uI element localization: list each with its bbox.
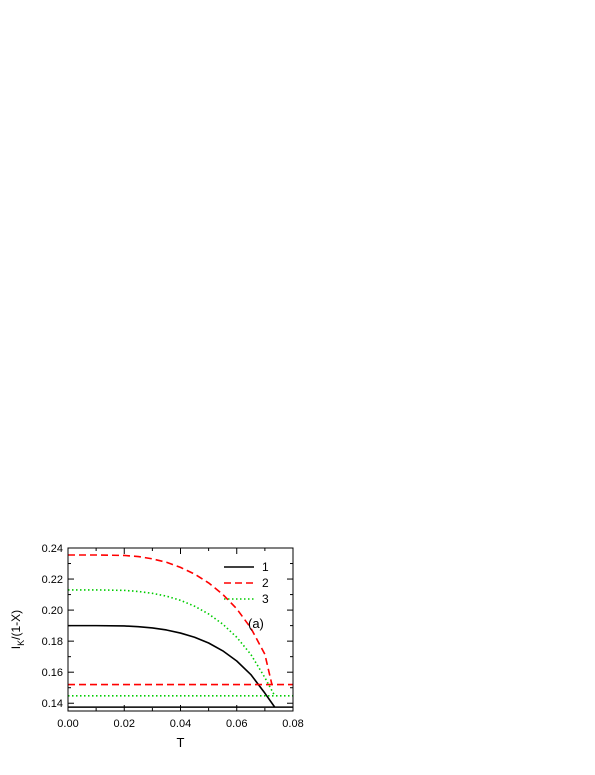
x-tick-label: 0.08 <box>282 718 303 730</box>
series-1-upper-line <box>68 624 276 708</box>
y-tick-label: 0.20 <box>42 605 63 617</box>
series-3-upper-line <box>68 589 276 697</box>
series-layer <box>68 554 293 708</box>
y-tick-label: 0.16 <box>42 667 63 679</box>
x-tick-label: 0.04 <box>170 718 191 730</box>
ticks-layer: 0.00 0.02 0.04 0.06 0.08 0.14 0.16 0.18 0.20 0.22… <box>42 543 304 730</box>
y-axis-label-subscript: K <box>16 640 26 646</box>
y-tick-label: 0.18 <box>42 636 63 648</box>
x-tick-label: 0.00 <box>57 718 78 730</box>
x-tick-label: 0.02 <box>114 718 135 730</box>
legend: 1 2 3 <box>224 560 269 606</box>
y-axis-label-main: I <box>9 646 23 649</box>
y-axis-label: IK/(1-X) <box>9 610 26 649</box>
legend-label-3: 3 <box>262 592 269 606</box>
y-tick-label: 0.14 <box>42 698 63 710</box>
series-2-upper-line <box>68 554 273 685</box>
y-axis-label-rest: /(1-X) <box>9 610 23 640</box>
y-tick-label: 0.24 <box>42 543 63 555</box>
y-tick-label: 0.22 <box>42 574 63 586</box>
legend-label-2: 2 <box>262 576 269 590</box>
panel-label: (a) <box>248 616 264 631</box>
legend-label-1: 1 <box>262 560 269 574</box>
x-tick-label: 0.06 <box>226 718 247 730</box>
x-axis-label: T <box>177 735 185 750</box>
